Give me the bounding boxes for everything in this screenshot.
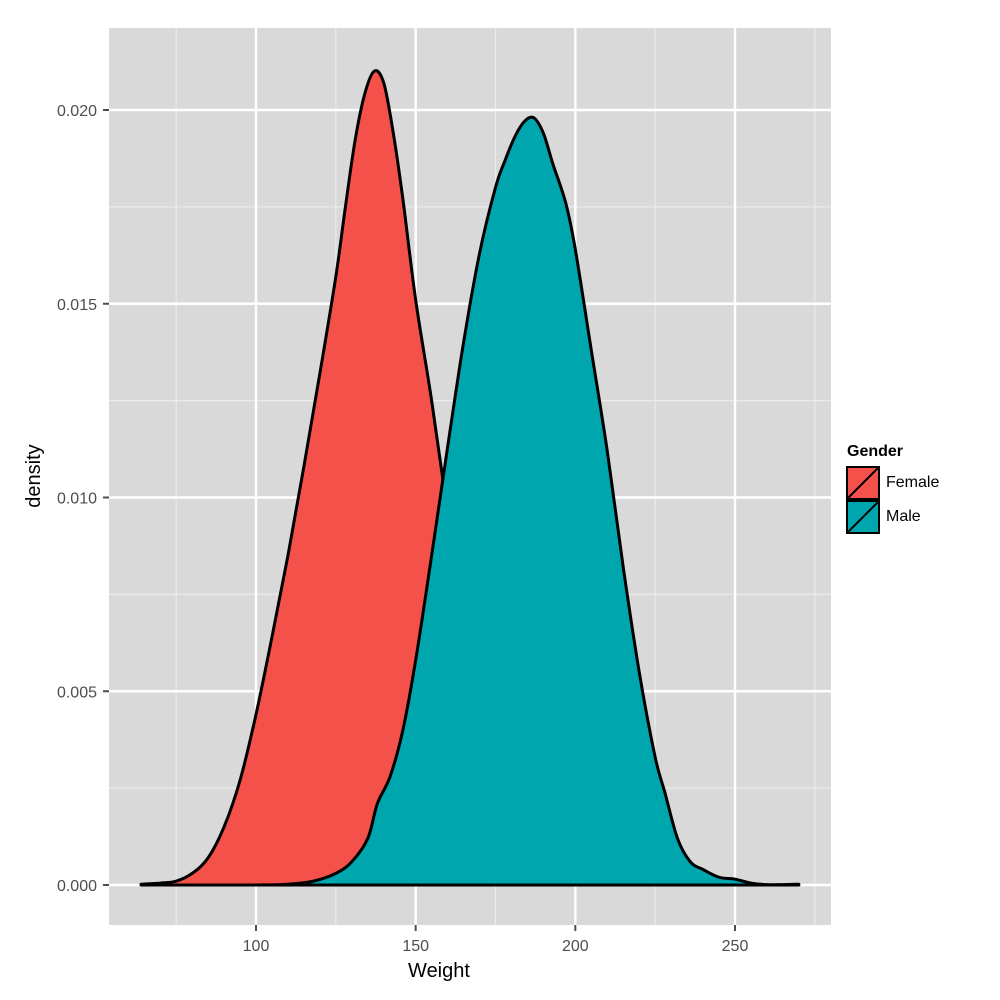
female-swatch-icon: [846, 466, 880, 500]
male-swatch-icon: [846, 500, 880, 534]
x-tick-label: 150: [402, 938, 429, 955]
legend-label-female: Female: [886, 474, 940, 491]
x-tick-label: 200: [562, 938, 589, 955]
legend-label-male: Male: [886, 508, 921, 525]
y-tick-label: 0.000: [57, 878, 97, 895]
y-axis-title: density: [23, 444, 45, 507]
legend-title: Gender: [847, 443, 904, 460]
x-tick-label: 100: [243, 938, 270, 955]
y-axis: 0.000 0.005 0.010 0.015 0.020: [57, 103, 109, 895]
y-tick-label: 0.020: [57, 103, 97, 120]
density-series: [139, 69, 801, 887]
legend: Gender Female Male: [846, 443, 939, 534]
x-axis: 100 150 200 250: [243, 925, 749, 955]
legend-item-female: Female: [846, 466, 939, 500]
x-axis-title: Weight: [408, 960, 470, 982]
y-tick-label: 0.010: [57, 491, 97, 508]
y-tick-label: 0.015: [57, 297, 97, 314]
legend-key-female: [846, 466, 880, 500]
x-tick-label: 250: [722, 938, 749, 955]
legend-key-male: [846, 500, 880, 534]
y-tick-label: 0.005: [57, 684, 97, 701]
legend-item-male: Male: [846, 500, 939, 534]
density-area-male: [254, 115, 801, 887]
